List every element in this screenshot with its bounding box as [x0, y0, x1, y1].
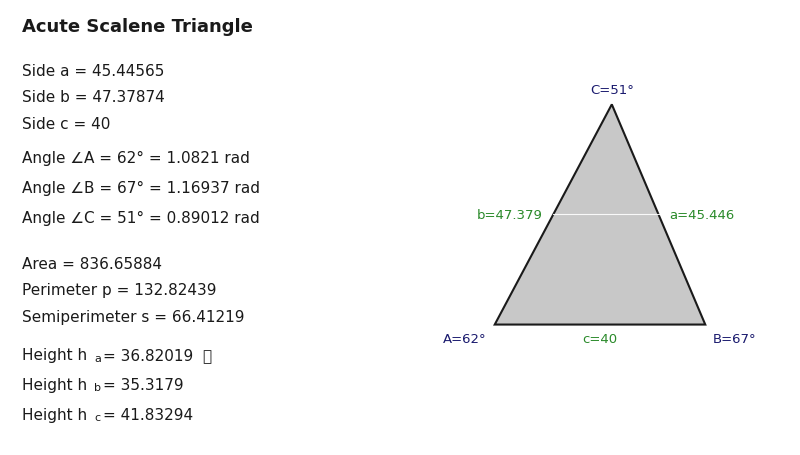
Text: Area = 836.65884: Area = 836.65884 [22, 256, 162, 271]
Text: Side c = 40: Side c = 40 [22, 116, 110, 131]
Text: Semiperimeter s = 66.41219: Semiperimeter s = 66.41219 [22, 309, 245, 324]
Text: Angle ∠A = 62° = 1.0821 rad: Angle ∠A = 62° = 1.0821 rad [22, 151, 250, 166]
Polygon shape [494, 105, 706, 325]
Text: = 36.82019  ⓘ: = 36.82019 ⓘ [103, 348, 213, 363]
Text: b=47.379: b=47.379 [477, 208, 542, 222]
Text: Height h: Height h [22, 348, 87, 363]
Text: c: c [94, 412, 100, 422]
Text: b: b [94, 383, 101, 393]
Text: B=67°: B=67° [713, 333, 757, 346]
Text: Height h: Height h [22, 407, 87, 422]
Text: Side b = 47.37874: Side b = 47.37874 [22, 90, 165, 105]
Text: C=51°: C=51° [590, 84, 634, 97]
Text: Acute Scalene Triangle: Acute Scalene Triangle [22, 18, 253, 36]
Text: A=62°: A=62° [443, 333, 487, 346]
Text: Side a = 45.44565: Side a = 45.44565 [22, 64, 164, 79]
Text: c=40: c=40 [582, 333, 618, 346]
Text: Height h: Height h [22, 377, 87, 392]
Text: Angle ∠C = 51° = 0.89012 rad: Angle ∠C = 51° = 0.89012 rad [22, 211, 260, 226]
Text: Perimeter p = 132.82439: Perimeter p = 132.82439 [22, 283, 217, 298]
Text: Angle ∠B = 67° = 1.16937 rad: Angle ∠B = 67° = 1.16937 rad [22, 181, 260, 196]
Text: = 41.83294: = 41.83294 [103, 407, 194, 422]
Text: = 35.3179: = 35.3179 [103, 377, 184, 392]
Text: a=45.446: a=45.446 [669, 208, 734, 222]
Text: a: a [94, 353, 101, 363]
